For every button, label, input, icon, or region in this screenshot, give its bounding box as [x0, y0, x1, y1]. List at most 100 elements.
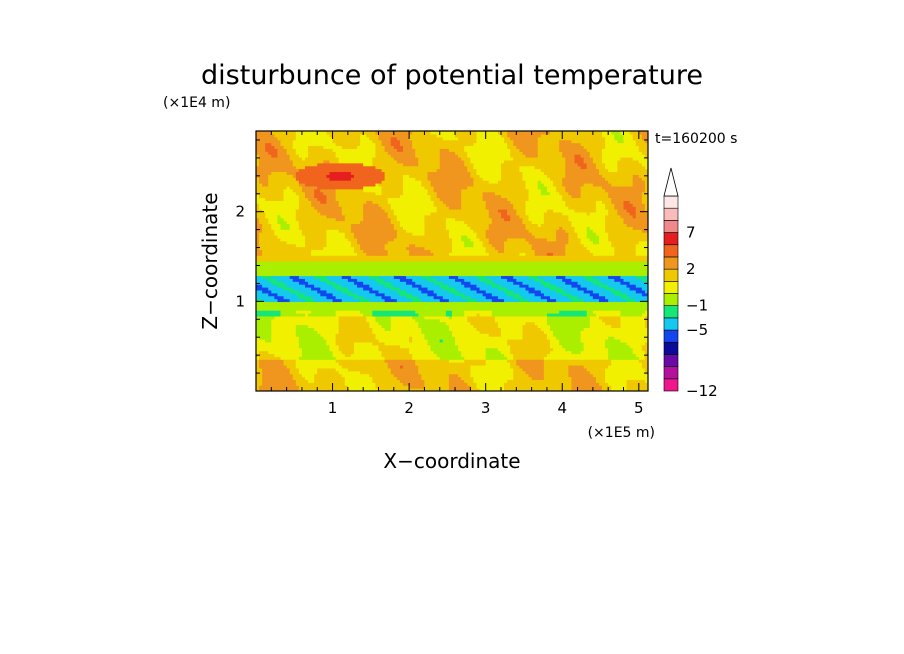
field-cell	[357, 382, 361, 386]
field-cell	[369, 261, 373, 265]
field-cell	[335, 266, 340, 271]
field-cell	[329, 191, 334, 196]
field-cell	[399, 347, 404, 352]
field-cell	[298, 151, 303, 155]
field-cell	[387, 388, 392, 391]
field-cell	[338, 339, 343, 343]
field-cell	[396, 136, 401, 141]
field-cell	[265, 353, 269, 357]
field-cell	[323, 385, 328, 389]
field-cell	[347, 385, 352, 389]
field-cell	[335, 287, 340, 291]
field-cell	[329, 307, 334, 311]
field-cell	[378, 188, 383, 193]
field-cell	[274, 281, 279, 285]
field-cell	[320, 226, 324, 230]
field-cell	[378, 272, 383, 277]
field-cell	[265, 252, 269, 256]
field-cell	[283, 154, 288, 158]
field-cell	[323, 162, 328, 167]
field-cell	[390, 203, 395, 207]
field-cell	[311, 180, 315, 184]
field-cell	[332, 183, 337, 187]
field-cell	[387, 157, 392, 161]
field-cell	[308, 223, 312, 227]
field-cell	[317, 327, 321, 331]
field-cell	[271, 206, 275, 210]
field-cell	[286, 315, 291, 320]
field-cell	[292, 220, 297, 225]
field-cell	[381, 177, 386, 181]
field-cell	[323, 131, 328, 135]
field-cell	[375, 362, 380, 366]
field-cell	[363, 165, 367, 170]
field-cell	[332, 237, 337, 242]
field-cell	[298, 269, 303, 274]
field-cell	[357, 313, 361, 317]
field-cell	[384, 385, 389, 389]
field-cell	[283, 159, 288, 164]
field-cell	[363, 350, 367, 355]
field-cell	[326, 145, 331, 149]
field-cell	[357, 139, 361, 144]
field-cell	[268, 174, 272, 178]
field-cell	[335, 367, 340, 372]
field-cell	[283, 287, 288, 291]
field-cell	[366, 246, 370, 251]
field-cell	[292, 350, 297, 355]
field-cell	[381, 341, 386, 346]
field-cell	[295, 333, 300, 337]
field-cell	[335, 211, 340, 216]
field-cell	[357, 330, 361, 334]
field-cell	[354, 148, 358, 152]
field-cell	[335, 278, 340, 282]
field-cell	[393, 194, 398, 199]
field-cell	[369, 148, 373, 152]
field-cell	[354, 388, 358, 391]
field-cell	[274, 272, 279, 277]
field-cell	[277, 339, 282, 343]
field-cell	[262, 151, 266, 155]
field-cell	[277, 324, 282, 329]
field-cell	[372, 240, 377, 245]
field-cell	[363, 206, 367, 210]
field-cell	[384, 223, 389, 227]
field-cell	[354, 249, 358, 253]
field-cell	[393, 220, 398, 225]
field-cell	[268, 376, 272, 381]
field-cell	[323, 159, 328, 164]
field-cell	[320, 249, 324, 253]
field-cell	[344, 272, 349, 277]
field-cell	[298, 203, 303, 207]
field-cell	[341, 232, 346, 236]
field-cell	[366, 321, 370, 326]
field-cell	[369, 188, 373, 193]
field-cell	[271, 350, 275, 355]
field-cell	[360, 289, 364, 294]
field-cell	[286, 266, 291, 271]
field-cell	[363, 365, 367, 369]
field-cell	[329, 289, 334, 294]
field-cell	[308, 261, 312, 265]
field-cell	[329, 165, 334, 170]
field-cell	[262, 194, 266, 199]
field-cell	[341, 226, 346, 230]
field-cell	[286, 168, 291, 173]
field-cell	[329, 214, 334, 219]
field-cell	[326, 295, 331, 300]
field-cell	[393, 258, 398, 262]
field-cell	[341, 298, 346, 303]
field-cell	[350, 289, 355, 294]
field-cell	[308, 295, 312, 300]
field-cell	[298, 252, 303, 256]
field-cell	[256, 307, 260, 311]
field-cell	[350, 284, 355, 288]
field-cell	[387, 211, 392, 216]
field-cell	[314, 289, 318, 294]
field-cell	[344, 353, 349, 357]
field-cell	[369, 151, 373, 155]
field-cell	[375, 229, 380, 233]
field-cell	[259, 341, 263, 346]
field-cell	[350, 376, 355, 381]
field-cell	[311, 206, 315, 210]
